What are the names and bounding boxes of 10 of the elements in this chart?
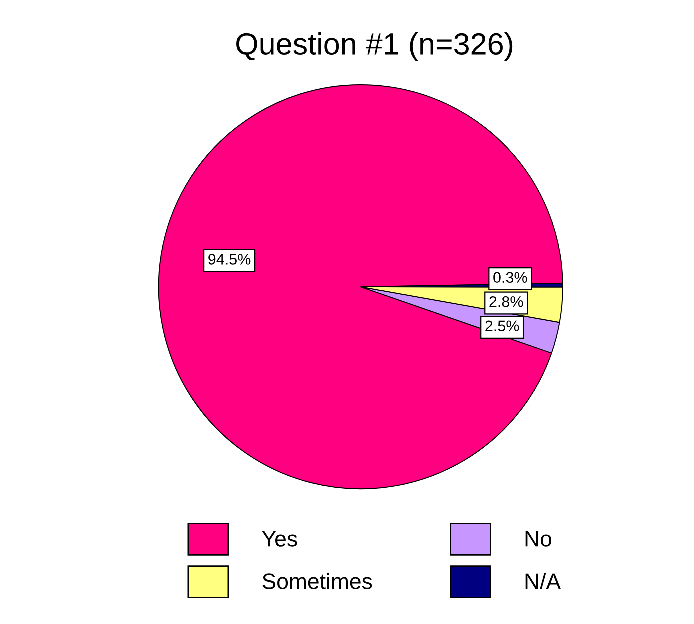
legend-label: Sometimes	[262, 573, 372, 590]
legend-label: N/A	[526, 573, 562, 590]
legend-label: Yes	[262, 531, 298, 547]
data-label: 2.5%	[486, 320, 520, 332]
data-label: 0.3%	[494, 272, 528, 284]
data-label: 2.8%	[490, 296, 524, 308]
data-label: 94.5%	[208, 254, 251, 265]
pie-slice	[158, 84, 564, 490]
chart-title: Question #1 (n=326)	[236, 32, 513, 62]
legend-label: No	[526, 531, 552, 547]
